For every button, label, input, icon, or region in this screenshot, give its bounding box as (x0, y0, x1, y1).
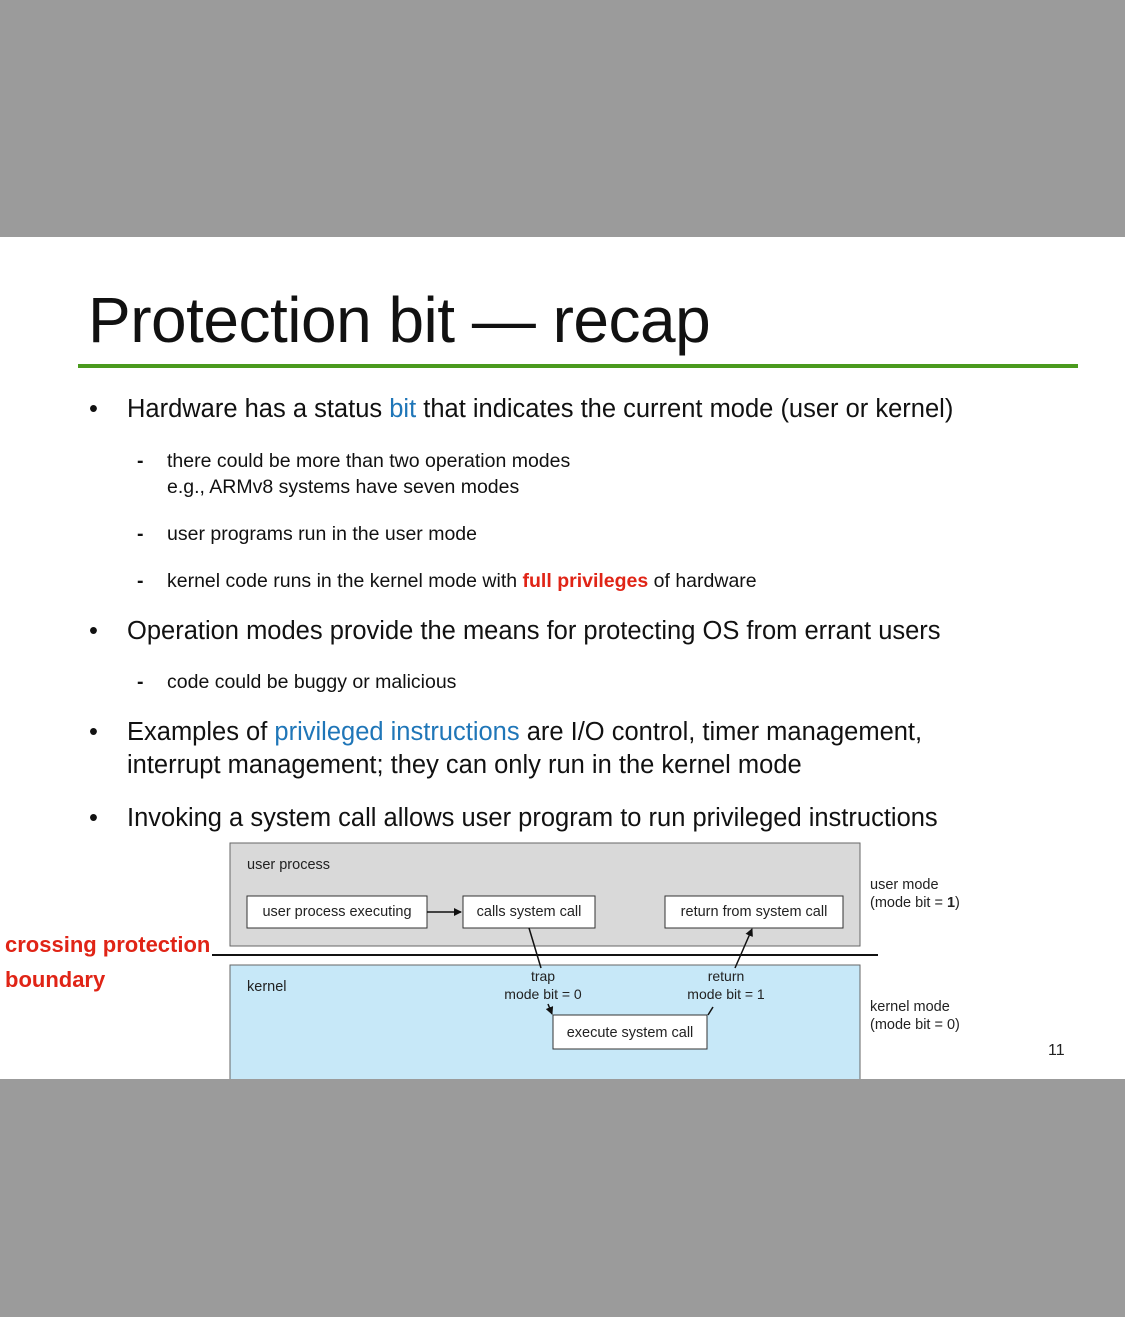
bullet-system-call: • Invoking a system call allows user pro… (89, 802, 938, 835)
sub-dash: - (137, 570, 144, 592)
bullet-text-post: are I/O control, timer management, (519, 718, 923, 746)
user-mode-bit-label: (mode bit = 1) (870, 895, 960, 911)
bullet-text-post: that indicates the current mode (user or… (416, 395, 954, 423)
bullet-text-pre: Examples of (127, 718, 275, 746)
privileged-instructions-highlight: privileged instructions (274, 718, 520, 746)
user-process-executing-box (246, 895, 428, 929)
kernel-label: kernel (247, 979, 287, 995)
user-process-executing-text: user process executing (262, 904, 411, 920)
kernel-mode-label: kernel mode (870, 999, 950, 1015)
title-underline (78, 364, 1078, 368)
crossing-protection-boundary-annotation: crossing protection boundary (5, 927, 210, 997)
return-from-system-call-text: return from system call (681, 904, 828, 920)
bullet-operation-modes: • Operation modes provide the means for … (89, 615, 941, 648)
return-label: return (708, 968, 745, 984)
bullet-text: Invoking a system call allows user progr… (127, 804, 938, 832)
kernel-mode-bit-label: (mode bit = 0) (870, 1017, 960, 1033)
full-privileges-emphasis: full privileges (522, 570, 649, 592)
trap-arrow (545, 1003, 554, 1015)
bullet-text: Operation modes provide the means for pr… (127, 617, 941, 645)
slide-title: Protection bit — recap (88, 284, 711, 356)
sub-text: user programs run in the user mode (167, 523, 477, 545)
trap-label: trap (531, 968, 555, 984)
bullet-hardware-status-bit: • Hardware has a status bit that indicat… (89, 393, 954, 426)
sub-bullet-more-modes: - there could be more than two operation… (137, 448, 571, 500)
user-process-label: user process (247, 857, 330, 873)
sub-text-pre: kernel code runs in the kernel mode with (167, 570, 523, 592)
sub-text: there could be more than two operation m… (167, 450, 571, 472)
user-mode-label: user mode (870, 877, 939, 893)
user-process-area (229, 842, 861, 947)
slide: Protection bit — recap • Hardware has a … (0, 237, 1125, 1079)
bullet-text-pre: Hardware has a status (127, 395, 390, 423)
sub-bullet-kernel-code: - kernel code runs in the kernel mode wi… (137, 568, 757, 594)
user-mode-bit-value: 1 (947, 895, 955, 911)
bullet-dot: • (89, 804, 98, 832)
bullet-text-line2: interrupt management; they can only run … (127, 751, 802, 779)
sub-bullet-buggy-code: - code could be buggy or malicious (137, 669, 457, 695)
trap-line (528, 927, 542, 969)
page-number: 11 (1048, 1042, 1065, 1059)
return-arrow (734, 928, 753, 969)
return-from-system-call-box (664, 895, 844, 929)
sub-bullet-user-programs: - user programs run in the user mode (137, 521, 477, 547)
kernel-area (229, 964, 861, 1079)
sub-dash: - (137, 450, 144, 472)
bullet-dot: • (89, 395, 98, 423)
annotation-line1: crossing protection (5, 932, 211, 957)
bullet-highlight-bit: bit (389, 395, 417, 423)
mode-transition-diagram: user process user process executing call… (212, 842, 960, 1079)
calls-system-call-box (462, 895, 596, 929)
sub-text: code could be buggy or malicious (167, 671, 457, 693)
execute-system-call-box (552, 1014, 708, 1050)
user-mode-bit-pre: (mode bit = (870, 895, 947, 911)
return-tail (707, 1006, 714, 1016)
bullet-dot: • (89, 718, 98, 746)
sub-dash: - (137, 671, 144, 693)
trap-mode-label: mode bit = 0 (504, 986, 582, 1002)
user-mode-bit-post: ) (955, 895, 960, 911)
sub-text-line2: e.g., ARMv8 systems have seven modes (167, 476, 520, 498)
annotation-line2: boundary (5, 967, 106, 992)
calls-system-call-text: calls system call (477, 904, 582, 920)
execute-system-call-text: execute system call (567, 1025, 694, 1041)
sub-text-post: of hardware (648, 570, 757, 592)
return-mode-label: mode bit = 1 (687, 986, 765, 1002)
sub-dash: - (137, 523, 144, 545)
bullet-privileged-instructions: • Examples of privileged instructions ar… (89, 716, 923, 782)
bullet-dot: • (89, 617, 98, 645)
